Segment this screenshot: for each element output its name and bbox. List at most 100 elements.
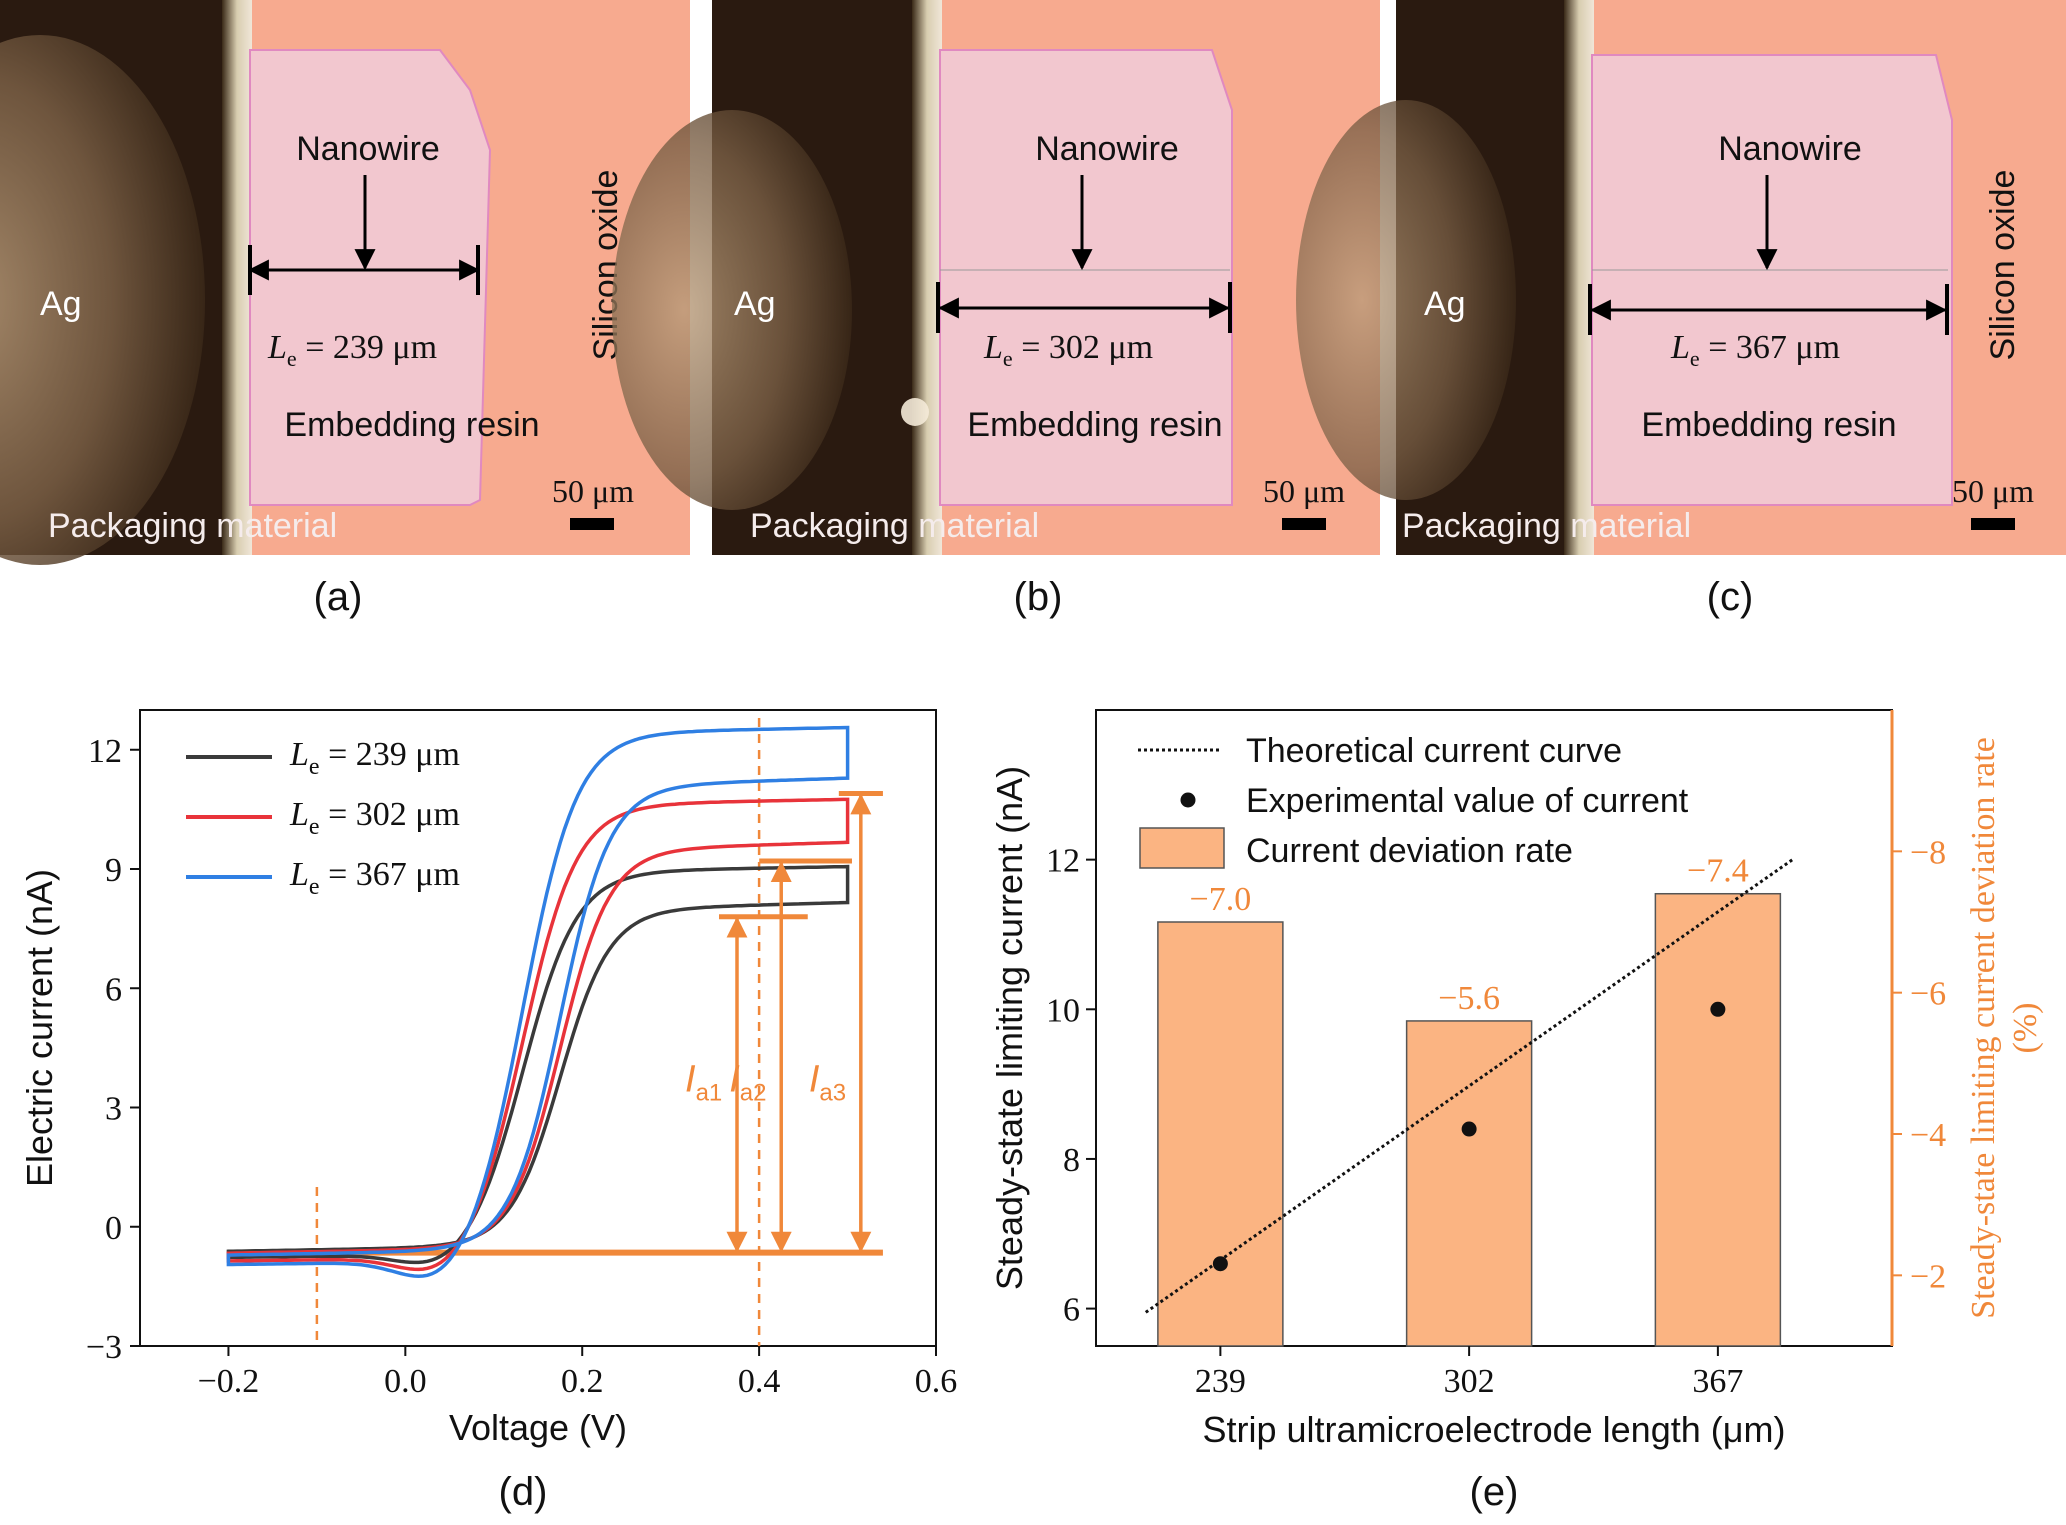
legend-label: Le = 367 μm (289, 856, 460, 900)
x-tick-label: 0.2 (561, 1363, 604, 1400)
label-value: = 302 μm (320, 796, 460, 833)
packaging-label: Packaging material (750, 507, 1039, 545)
length-symbol: L (1670, 329, 1690, 366)
x-tick-label: 0.0 (384, 1363, 427, 1400)
y-tick-label-right: −4 (1910, 1117, 1946, 1154)
nanowire-label: Nanowire (1035, 130, 1179, 168)
y-ticks-right: −2 −4 −6 −8 (1890, 710, 1946, 1346)
packaging-label: Packaging material (1402, 507, 1691, 545)
x-tick-label: 239 (1195, 1363, 1246, 1400)
label-main: L (289, 736, 309, 773)
y-axis-label-right-line1: Steady-state limiting current deviation … (1965, 737, 2002, 1319)
resin-label: Embedding resin (284, 406, 539, 444)
experimental-point (1212, 1256, 1228, 1272)
label-main: I (809, 1059, 820, 1101)
length-value: = 367 μm (1700, 329, 1840, 366)
x-tick-label: 367 (1692, 1363, 1743, 1400)
length-label: Le = 239 μm (267, 329, 437, 371)
panel-label-d: (d) (499, 1470, 548, 1514)
y-tick-label: 12 (88, 733, 122, 770)
length-symbol: L (267, 329, 287, 366)
y-tick-label-right: −2 (1910, 1258, 1946, 1295)
bars: −7.0 −5.6 −7.4 (1157, 853, 1782, 1347)
panel-label-a: (a) (314, 575, 363, 619)
y-ticks-left: 6 8 10 12 (1046, 843, 1096, 1329)
nanowire-label: Nanowire (1718, 130, 1862, 168)
deviation-bar (1654, 892, 1782, 1347)
current-label: Ia2 (729, 1059, 766, 1107)
label-value: = 239 μm (320, 736, 460, 773)
resin-label: Embedding resin (1641, 406, 1896, 444)
legend-label: Theoretical current curve (1246, 732, 1622, 770)
chart-e: −7.0 −5.6 −7.4 239 302 367 6 8 10 12 −2 −4 −6 −8 T… (989, 709, 2044, 1514)
length-value: = 239 μm (297, 329, 437, 366)
length-value: = 302 μm (1013, 329, 1153, 366)
label-subscript: e (309, 874, 320, 900)
resin-label: Embedding resin (967, 406, 1222, 444)
legend-swatch-bar (1139, 827, 1225, 869)
scalebar-label: 50 μm (1952, 473, 2034, 509)
current-arrows: Ia1 Ia2 Ia3 (685, 790, 883, 1253)
y-tick-label: 0 (105, 1210, 122, 1247)
panel-label-e: (e) (1470, 1470, 1519, 1514)
experimental-point (1710, 1001, 1726, 1017)
silicon-label: Silicon oxide (1984, 170, 2022, 361)
label-main: I (729, 1059, 740, 1101)
y-tick-label: 8 (1063, 1142, 1080, 1179)
ag-label: Ag (734, 285, 776, 323)
deviation-bar (1157, 921, 1284, 1347)
label-main: L (289, 856, 309, 893)
legend-label: Le = 302 μm (289, 796, 460, 840)
length-symbol: L (983, 329, 1003, 366)
legend-label: Le = 239 μm (289, 736, 460, 780)
label-subscript: a3 (819, 1080, 846, 1107)
y-tick-label-right: −6 (1910, 976, 1946, 1013)
legend-swatch-point (1180, 792, 1196, 808)
label-value: = 367 μm (320, 856, 460, 893)
micrograph-c: Ag Nanowire Le = 367 μm Embedding resin … (1296, 0, 2066, 555)
x-ticks: −0.2 0.0 0.2 0.4 0.6 (198, 1346, 957, 1400)
cv-curve-2 (226, 725, 850, 1279)
experimental-point (1461, 1121, 1477, 1137)
panel-label-b: (b) (1014, 575, 1063, 619)
label-subscript: e (309, 814, 320, 840)
scalebar (1282, 518, 1326, 530)
x-tick-label: −0.2 (198, 1363, 260, 1400)
y-tick-label: 12 (1046, 843, 1080, 880)
y-tick-label: 3 (105, 1091, 122, 1128)
x-ticks: 239 302 367 (1195, 1346, 1743, 1400)
x-tick-label: 302 (1444, 1363, 1495, 1400)
ag-label: Ag (1424, 285, 1466, 323)
bar-value-label: −7.4 (1687, 853, 1749, 890)
panel-label-c: (c) (1707, 575, 1754, 619)
x-axis-label: Voltage (V) (449, 1407, 627, 1448)
x-axis-label: Strip ultramicroelectrode length (μm) (1203, 1409, 1786, 1450)
length-label: Le = 367 μm (1670, 329, 1840, 371)
legend-label: Current deviation rate (1246, 832, 1573, 870)
nanowire-label: Nanowire (296, 130, 440, 168)
y-axis-label-right-line2: (%) (2007, 1003, 2044, 1054)
y-axis-label-left: Steady-state limiting current (nA) (989, 766, 1030, 1290)
label-main: I (685, 1059, 696, 1101)
y-tick-label: −3 (86, 1329, 122, 1366)
bar-value-label: −7.0 (1190, 881, 1252, 918)
y-tick-label: 6 (1063, 1292, 1080, 1329)
length-subscript: e (287, 346, 297, 371)
length-label: Le = 302 μm (983, 329, 1153, 371)
scalebar (1971, 518, 2015, 530)
micrograph-b: Ag Nanowire Le = 302 μm Embedding resin … (612, 0, 2051, 555)
scalebar-label: 50 μm (1263, 473, 1345, 509)
scalebar-label: 50 μm (552, 473, 634, 509)
label-subscript: a1 (696, 1080, 723, 1107)
scalebar (570, 518, 614, 530)
current-label: Ia3 (809, 1059, 846, 1107)
ag-label: Ag (40, 285, 82, 323)
legend-label: Experimental value of current (1246, 782, 1689, 820)
label-subscript: a2 (740, 1080, 767, 1107)
plot-frame (139, 709, 937, 1347)
deviation-bar (1405, 1020, 1533, 1347)
length-subscript: e (1003, 346, 1013, 371)
y-tick-label: 6 (105, 971, 122, 1008)
